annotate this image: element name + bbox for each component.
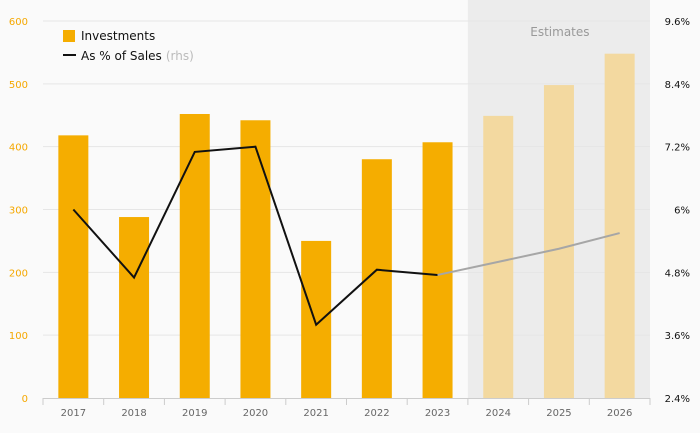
line-actual — [72, 145, 438, 327]
y-axis-left-tick-label: 400 — [9, 143, 28, 154]
bar-estimate — [604, 53, 635, 398]
y-axis-left-tick-label: 0 — [22, 394, 28, 405]
y-axis-right-tick-label: 3.6% — [665, 331, 690, 342]
y-axis-left-tick-label: 500 — [9, 80, 28, 91]
line-series — [72, 145, 620, 327]
y-axis-right-tick-label: 2.4% — [665, 394, 690, 405]
bar — [179, 113, 210, 398]
y-axis-left-tick-label: 600 — [9, 17, 28, 28]
legend-line-suffix: (rhs) — [166, 49, 194, 63]
x-axis-tick-label: 2024 — [486, 408, 511, 419]
legend-investments-label: Investments — [81, 29, 155, 43]
x-axis-tick-label: 2018 — [121, 408, 146, 419]
legend-investments-swatch — [63, 30, 75, 42]
x-axis-tick-label: 2022 — [364, 408, 389, 419]
legend-line-label: As % of Sales (rhs) — [81, 49, 194, 63]
bar-series — [58, 53, 635, 399]
legend: Investments As % of Sales (rhs) — [63, 29, 194, 63]
y-axis-right-tick-label: 6% — [674, 206, 690, 217]
axes: 0 100 200 300 400 500 600 2.4% 3.6% 4.8% 6% 7.2% 8.4… — [9, 17, 690, 419]
bar — [58, 135, 89, 398]
bar — [240, 120, 271, 398]
bar-estimate — [543, 85, 574, 398]
y-axis-right-tick-label: 4.8% — [665, 268, 690, 279]
legend-line-label-main: As % of Sales — [81, 49, 162, 63]
bar — [119, 217, 150, 398]
estimates-label: Estimates — [530, 25, 589, 39]
x-axis-tick-label: 2025 — [546, 408, 571, 419]
y-axis-left-tick-label: 100 — [9, 331, 28, 342]
y-axis-right-tick-label: 8.4% — [665, 80, 690, 91]
bar-estimate — [483, 115, 514, 399]
x-axis-tick-label: 2023 — [425, 408, 450, 419]
x-axis-tick-label: 2020 — [243, 408, 268, 419]
x-axis-tick-label: 2021 — [303, 408, 328, 419]
x-axis-tick-label: 2017 — [61, 408, 86, 419]
bar — [422, 142, 453, 398]
y-axis-left-tick-label: 300 — [9, 206, 28, 217]
line-estimate — [437, 232, 620, 276]
x-axis-tick-label: 2026 — [607, 408, 632, 419]
x-axis-tick-label: 2019 — [182, 408, 207, 419]
y-axis-right-tick-label: 9.6% — [665, 17, 690, 28]
y-axis-left-tick-label: 200 — [9, 268, 28, 279]
y-axis-right-tick-label: 7.2% — [665, 143, 690, 154]
bar — [301, 240, 332, 398]
